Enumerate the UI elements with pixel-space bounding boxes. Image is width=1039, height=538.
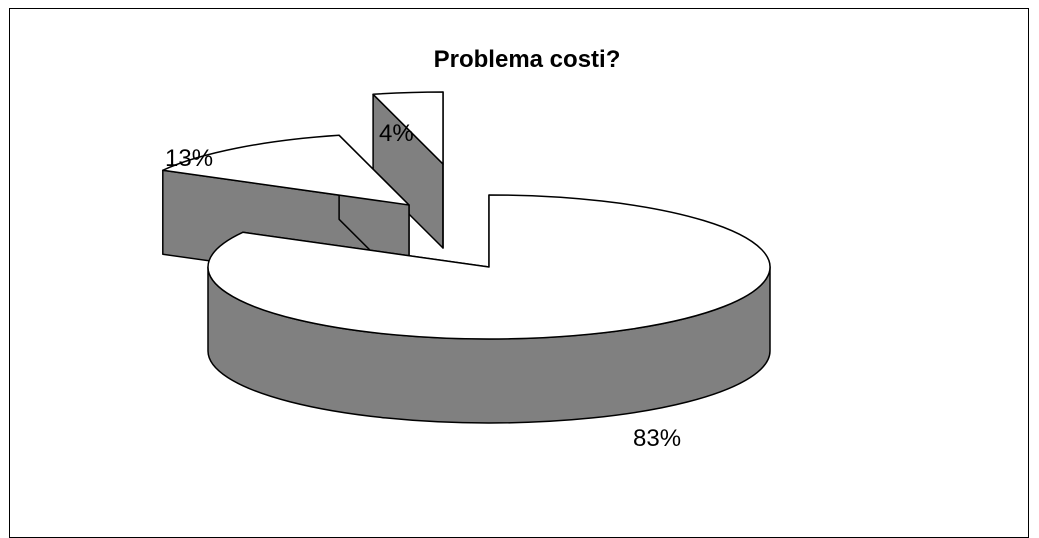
pie-chart: Problema costi? 83% 13% 4% xyxy=(162,46,771,452)
slice-label-83: 83% xyxy=(633,425,681,452)
slice-label-4: 4% xyxy=(379,120,414,147)
slice-13-top xyxy=(162,134,410,206)
slice-4-top xyxy=(372,91,444,165)
slice-label-13: 13% xyxy=(165,145,213,172)
pie-slices xyxy=(162,91,771,424)
slice-83-top xyxy=(207,194,771,340)
chart-title: Problema costi? xyxy=(434,46,621,73)
